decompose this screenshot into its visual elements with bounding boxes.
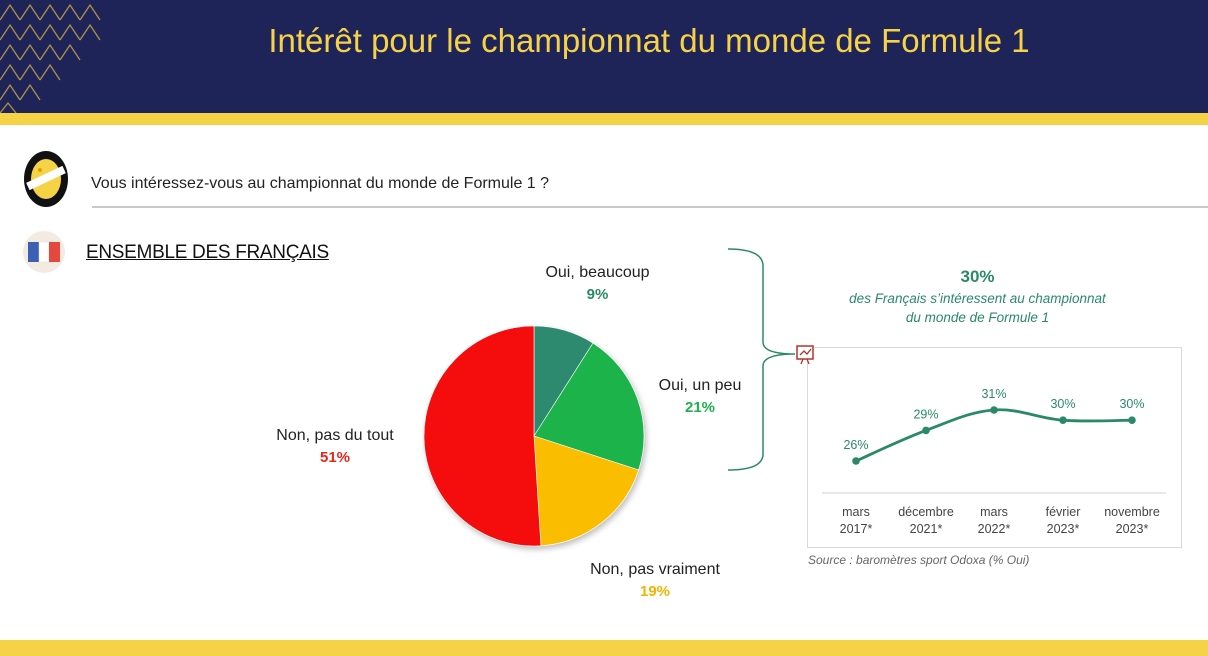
question-logo-icon — [24, 151, 68, 207]
x-tick-label: 2021* — [910, 522, 943, 536]
trend-point — [1128, 416, 1136, 424]
x-tick-label: février — [1046, 505, 1081, 519]
trend-data-label: 31% — [981, 387, 1006, 401]
pie-label-text: Oui, beaucoup — [545, 264, 650, 281]
summary-text: des Français s’intéressent au championna… — [820, 289, 1135, 327]
pie-label-oui-un-peu: Oui, un peu 21% — [640, 375, 760, 419]
trend-point — [852, 457, 860, 465]
trend-data-label: 30% — [1050, 397, 1075, 411]
footer-accent-band — [0, 640, 1208, 656]
x-tick-label: novembre — [1104, 505, 1160, 519]
pie-label-value: 9% — [586, 286, 609, 303]
pie-label-text: Non, pas du tout — [276, 427, 394, 444]
x-tick-label: 2022* — [978, 522, 1011, 536]
pie-label-oui-beaucoup: Oui, beaucoup 9% — [515, 262, 680, 306]
trend-point — [922, 426, 930, 435]
pie-label-value: 51% — [319, 449, 351, 466]
header-accent-band — [0, 113, 1208, 125]
pie-label-value: 21% — [684, 399, 716, 416]
chart-icon — [796, 345, 814, 365]
x-tick-label: 2023* — [1116, 522, 1149, 536]
pie-label-non-pas-du-tout: Non, pas du tout 51% — [255, 425, 415, 469]
pie-label-value: 19% — [639, 583, 671, 600]
trend-series-line — [855, 408, 1133, 463]
pie-slice-1 — [533, 342, 645, 471]
x-tick-label: 2017* — [840, 522, 873, 536]
pie-slice-3 — [423, 325, 542, 547]
trend-line-chart: 26% mars 2017* 29% décembre 2021* 31% mars 2022*… — [822, 387, 1166, 536]
source-note: Source : baromètres sport Odoxa (% Oui) — [808, 553, 1030, 567]
x-tick-label: mars — [980, 505, 1008, 519]
page-title: Intérêt pour le championnat du monde de … — [268, 22, 1030, 59]
pie-chart — [423, 325, 645, 547]
question-divider — [92, 206, 1208, 208]
pie-label-text: Oui, un peu — [658, 377, 742, 394]
question-text: Vous intéressez-vous au championnat du m… — [91, 175, 550, 192]
french-flag-icon — [23, 231, 65, 273]
summary-text-line1: des Français s’intéressent au championna… — [849, 291, 1106, 306]
x-tick-label: décembre — [898, 505, 954, 519]
pie-label-text: Non, pas vraiment — [590, 561, 720, 578]
trend-chart-box: 26% mars 2017* 29% décembre 2021* 31% mars 2022*… — [807, 347, 1182, 548]
trend-data-label: 30% — [1119, 397, 1144, 411]
pie-label-non-pas-vraiment: Non, pas vraiment 19% — [570, 559, 740, 603]
oui-bracket — [727, 248, 796, 471]
summary-text-line2: du monde de Formule 1 — [905, 310, 1050, 325]
trend-data-label: 29% — [913, 407, 938, 421]
pie-slice-2 — [533, 435, 639, 547]
section-title: ENSEMBLE DES FRANÇAIS — [86, 242, 329, 263]
x-tick-label: mars — [842, 505, 870, 519]
summary-value: 30% — [960, 267, 995, 286]
trend-point — [1059, 416, 1067, 424]
x-tick-label: 2023* — [1047, 522, 1080, 536]
header-bar: Intérêt pour le championnat du monde de … — [0, 0, 1208, 113]
oui-summary: 30% des Français s’intéressent au champi… — [820, 267, 1135, 327]
header-pattern-decoration — [0, 3, 101, 113]
trend-data-label: 26% — [843, 438, 868, 452]
trend-point — [990, 406, 998, 414]
